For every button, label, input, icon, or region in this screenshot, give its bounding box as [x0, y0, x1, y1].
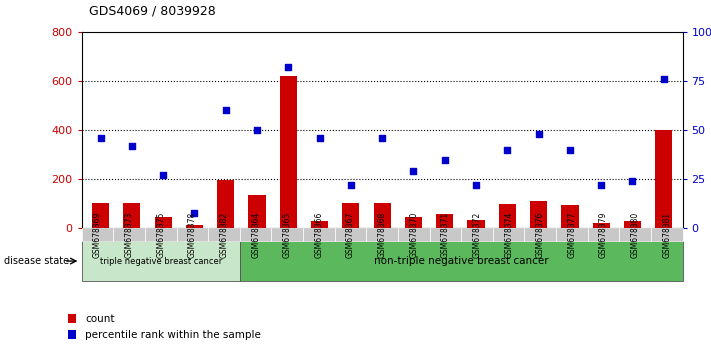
Point	[658, 76, 670, 82]
Bar	[624, 221, 641, 228]
Text: GSM678379: GSM678379	[599, 211, 608, 258]
Point	[282, 64, 294, 70]
Text: GSM678382: GSM678382	[220, 211, 228, 258]
Text: count: count	[85, 314, 114, 324]
Point	[188, 210, 200, 216]
Text: GSM678367: GSM678367	[346, 211, 355, 258]
Point	[345, 182, 356, 188]
Bar	[154, 217, 172, 228]
Point	[126, 143, 137, 149]
Point	[533, 131, 545, 137]
Text: GSM678372: GSM678372	[473, 211, 481, 258]
Bar	[373, 202, 391, 228]
Text: GSM678371: GSM678371	[441, 211, 450, 258]
Point	[627, 178, 638, 184]
Text: GSM678370: GSM678370	[410, 211, 418, 258]
Text: GSM678378: GSM678378	[188, 211, 197, 258]
Text: GSM678366: GSM678366	[314, 211, 324, 258]
Bar	[279, 76, 297, 228]
Text: disease state: disease state	[4, 256, 69, 266]
Bar	[92, 202, 109, 228]
Text: triple negative breast cancer: triple negative breast cancer	[100, 257, 222, 266]
Bar	[561, 205, 579, 228]
Point	[377, 135, 388, 141]
Point	[251, 127, 262, 133]
Bar	[248, 195, 266, 228]
Point	[220, 108, 231, 113]
Bar	[530, 201, 547, 228]
Text: GSM678376: GSM678376	[536, 211, 545, 258]
Point	[565, 147, 576, 153]
Text: GSM678381: GSM678381	[662, 211, 671, 258]
Bar	[186, 225, 203, 228]
Text: GSM678364: GSM678364	[251, 211, 260, 258]
Bar	[217, 181, 235, 228]
Text: GSM678365: GSM678365	[283, 211, 292, 258]
Point	[314, 135, 325, 141]
Bar	[342, 202, 360, 228]
Text: GSM678375: GSM678375	[156, 211, 166, 258]
Text: GSM678368: GSM678368	[378, 211, 387, 258]
Text: GSM678380: GSM678380	[631, 211, 640, 258]
Point	[596, 182, 607, 188]
Point	[471, 182, 482, 188]
Point	[408, 169, 419, 174]
Bar	[405, 217, 422, 228]
Text: GSM678374: GSM678374	[504, 211, 513, 258]
Bar	[311, 221, 328, 228]
Bar	[123, 202, 141, 228]
Point	[439, 157, 451, 162]
Text: GDS4069 / 8039928: GDS4069 / 8039928	[89, 5, 215, 18]
Text: percentile rank within the sample: percentile rank within the sample	[85, 330, 261, 339]
Text: GSM678373: GSM678373	[124, 211, 134, 258]
Text: non-triple negative breast cancer: non-triple negative breast cancer	[374, 256, 548, 266]
Point	[502, 147, 513, 153]
Bar	[655, 130, 673, 228]
Bar	[436, 213, 454, 228]
Point	[157, 172, 169, 178]
Point	[95, 135, 106, 141]
Bar	[498, 204, 516, 228]
Bar	[592, 223, 610, 228]
Text: GSM678369: GSM678369	[93, 211, 102, 258]
Bar	[467, 220, 485, 228]
Text: GSM678377: GSM678377	[567, 211, 577, 258]
